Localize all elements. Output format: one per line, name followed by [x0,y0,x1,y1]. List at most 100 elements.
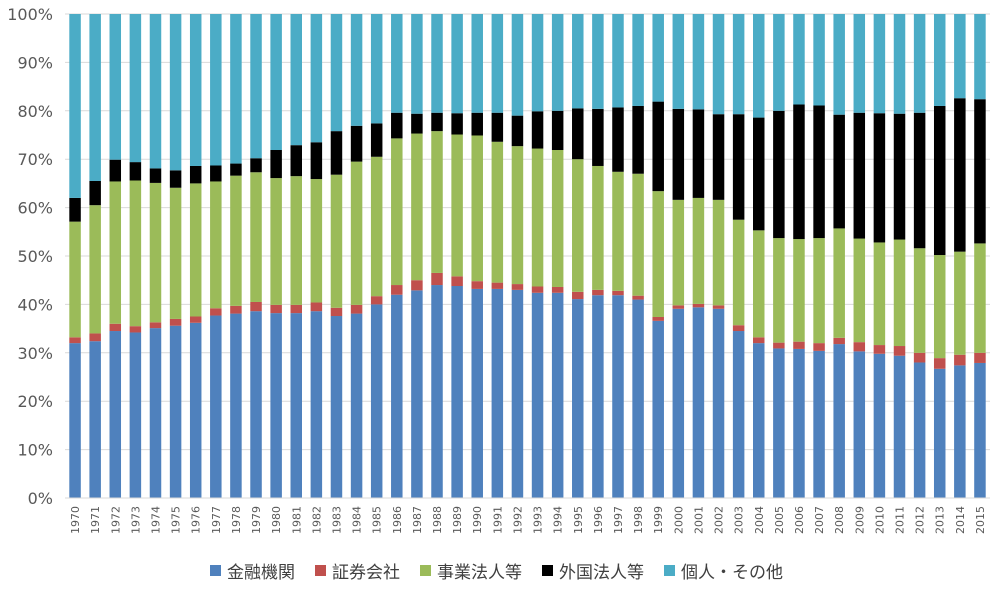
bar-segment-4 [833,14,845,115]
bar-segment-2 [793,239,805,342]
bar-segment-0 [873,353,886,498]
bar-segment-4 [753,14,765,118]
x-tick-label: 1986 [391,506,404,534]
bar-segment-1 [572,291,584,300]
bar-segment-1 [69,337,81,344]
bar-segment-3 [833,114,845,229]
bar-segment-2 [250,172,262,302]
x-tick-label: 2012 [914,506,927,534]
bar-segment-3 [974,99,986,244]
bar-segment-2 [491,141,504,283]
bar-segment-4 [954,14,966,99]
bar-segment-1 [933,358,946,369]
bar-segment-4 [391,14,403,113]
bar-segment-4 [189,14,202,166]
bar-segment-3 [230,163,242,176]
bar-segment-0 [793,348,805,498]
x-tick-label: 1996 [592,506,605,534]
bar-segment-4 [612,14,624,108]
bar-segment-2 [531,148,544,287]
x-tick-label: 2001 [692,506,705,534]
x-tick-label: 1987 [411,506,424,534]
bar-segment-3 [350,125,363,162]
x-tick-label: 1973 [129,506,142,534]
bar-segment-3 [933,105,946,256]
x-tick-label: 1997 [612,506,625,534]
bar-segment-0 [230,313,242,498]
x-tick-label: 1993 [532,506,545,534]
legend-swatch [664,565,675,576]
bar-segment-0 [149,328,162,498]
bar-segment-1 [511,284,524,290]
bar-segment-3 [109,159,122,182]
bar-segment-1 [471,281,483,289]
bar-segment-3 [773,110,785,239]
bar-segment-3 [250,158,262,173]
legend-label: 金融機関 [227,563,295,583]
bar-segment-3 [913,112,926,249]
bar-segment-1 [310,302,323,312]
bar-segment-0 [210,315,222,498]
bar-segment-4 [712,14,725,115]
bar-segment-4 [732,14,745,115]
x-tick-label: 2003 [733,506,746,534]
bar-segment-0 [612,295,624,498]
bar-segment-3 [491,112,504,142]
legend-swatch [210,565,221,576]
bar-segment-4 [551,14,564,111]
bar-segment-1 [793,341,805,349]
y-tick-label: 100% [7,5,53,24]
bar-segment-0 [370,304,383,498]
legend: 金融機関 証券会社 事業法人等 外国法人等 個人・その他 [0,558,993,583]
bar-segment-4 [270,14,282,151]
bar-segment-4 [129,14,142,163]
bar-segment-4 [873,14,886,114]
bar-segment-1 [370,296,383,305]
x-tick-label: 1976 [190,506,203,534]
bar-segment-1 [89,333,101,342]
bar-segment-0 [310,311,323,498]
bar-segment-2 [913,248,926,353]
bar-segment-0 [69,343,81,498]
bar-segment-2 [330,174,343,308]
bar-segment-2 [189,183,202,317]
bar-segment-0 [551,292,564,498]
bar-segment-1 [189,316,202,323]
x-tick-label: 1991 [491,506,504,534]
bar-segment-3 [793,104,805,240]
y-tick-label: 10% [17,441,53,460]
x-tick-label: 2015 [974,506,987,534]
bar-segment-2 [411,133,423,281]
bar-segment-3 [431,112,443,132]
x-tick-label: 1975 [170,506,183,534]
bar-segment-1 [551,286,564,293]
bar-segment-2 [350,161,363,305]
bar-segment-1 [913,352,926,363]
bar-segment-4 [330,14,343,132]
bar-segment-4 [813,14,825,106]
bar-segment-4 [853,14,866,113]
bar-segment-3 [310,142,323,180]
bar-segment-0 [712,308,725,498]
bar-segment-4 [411,14,423,114]
x-tick-label: 1979 [250,506,263,534]
legend-label: 個人・その他 [681,563,783,583]
bar-segment-1 [531,286,544,293]
bar-segment-1 [612,290,624,296]
bar-segment-1 [592,289,604,296]
bar-segment-1 [833,337,845,345]
bar-segment-4 [230,14,242,164]
bar-segment-0 [572,299,584,498]
bar-segment-0 [411,290,423,498]
bar-segment-4 [69,14,81,198]
bar-segment-2 [270,178,282,305]
bar-segment-1 [330,307,343,317]
legend-item: 個人・その他 [664,558,783,583]
bar-segment-2 [391,138,403,286]
bar-segment-0 [954,365,966,498]
y-tick-label: 40% [17,295,53,314]
bar-segment-0 [330,316,343,498]
x-tick-label: 1970 [69,506,82,534]
bar-segment-0 [913,362,926,498]
y-tick-label: 50% [17,247,53,266]
